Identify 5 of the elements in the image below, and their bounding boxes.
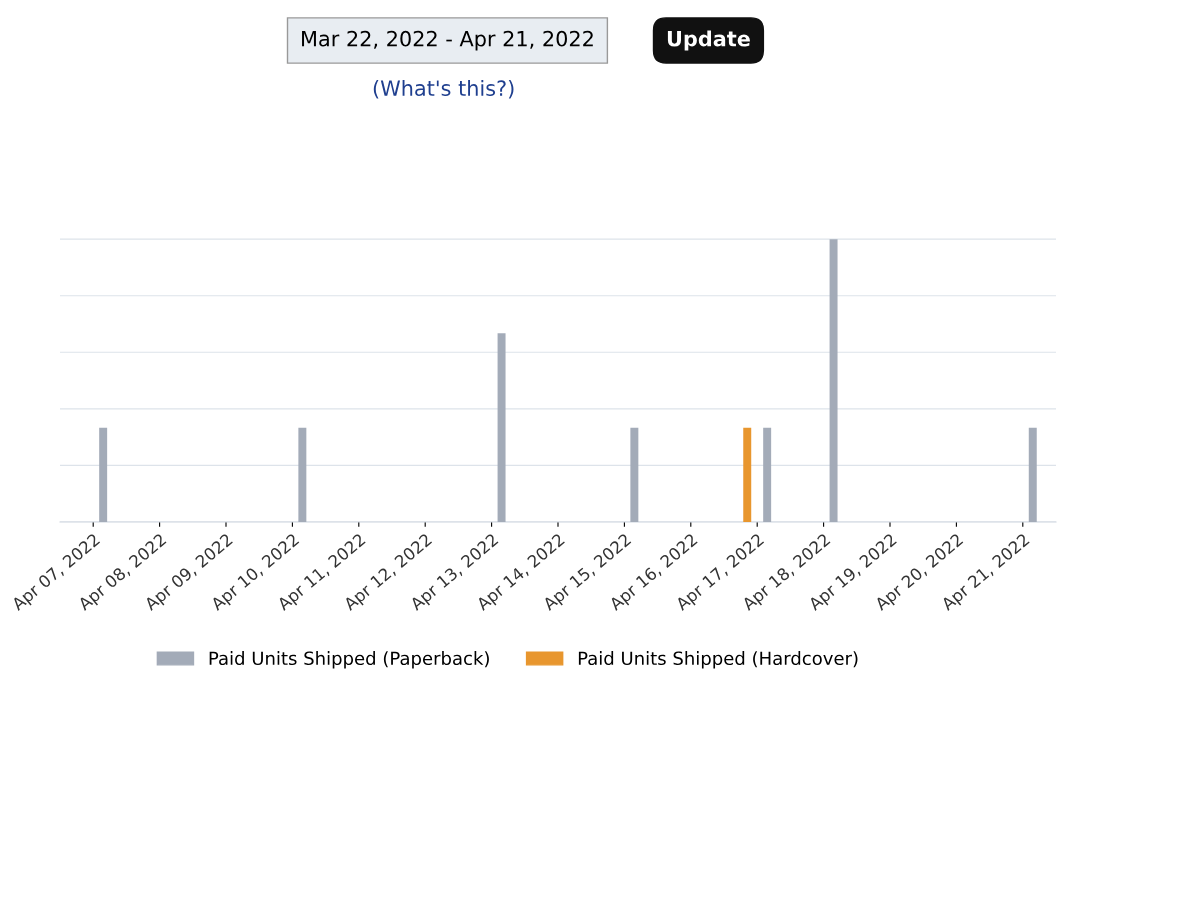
text: Mar 22, 2022 - Apr 21, 2022 — [302, 30, 593, 51]
text: Update — [667, 30, 750, 51]
text: (What's this?) — [373, 79, 514, 99]
legend-label: Paid Units Shipped (Hardcover) — [578, 651, 858, 669]
legend-label: Paid Units Shipped (Paperback) — [209, 651, 489, 669]
